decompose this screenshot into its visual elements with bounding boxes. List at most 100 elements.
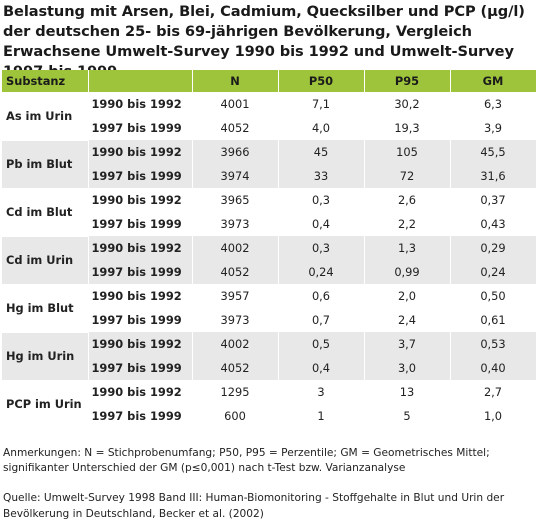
p50-cell: 0,6 — [278, 284, 365, 308]
period-cell: 1990 bis 1992 — [87, 92, 193, 116]
gm-cell: 2,7 — [450, 380, 537, 404]
table-row: 1997 bis 1999 3973 0,7 2,4 0,61 — [2, 308, 537, 332]
p95-cell: 72 — [364, 164, 451, 188]
p95-cell: 2,0 — [364, 284, 451, 308]
p50-cell: 1 — [278, 404, 365, 428]
n-cell: 1295 — [192, 380, 279, 404]
gm-cell: 6,3 — [450, 92, 537, 116]
source-note: Quelle: Umwelt-Survey 1998 Band III: Hum… — [3, 492, 505, 520]
period-cell: 1997 bis 1999 — [87, 356, 193, 380]
n-cell: 4002 — [192, 332, 279, 356]
header-p95: P95 — [364, 70, 451, 92]
table-row: 1997 bis 1999 4052 4,0 19,3 3,9 — [2, 116, 537, 140]
header-n: N — [192, 70, 279, 92]
gm-cell: 1,0 — [450, 404, 537, 428]
table-row: 1997 bis 1999 4052 0,24 0,99 0,24 — [2, 260, 537, 284]
gm-cell: 0,43 — [450, 212, 537, 236]
gm-cell: 0,24 — [450, 260, 537, 284]
n-cell: 4002 — [192, 236, 279, 260]
p50-cell: 45 — [278, 140, 365, 164]
table-row: Hg im Urin 1990 bis 1992 4002 0,5 3,7 0,53 — [2, 332, 537, 381]
p95-cell: 3,7 — [364, 332, 451, 356]
period-cell: 1997 bis 1999 — [87, 116, 193, 140]
table-row: 1997 bis 1999 3973 0,4 2,2 0,43 — [2, 212, 537, 236]
substance-cell: PCP im Urin — [2, 380, 89, 429]
period-cell: 1997 bis 1999 — [87, 308, 193, 332]
n-cell: 4001 — [192, 92, 279, 116]
table-row: As im Urin 1990 bis 1992 4001 7,1 30,2 6,3 — [2, 92, 537, 141]
n-cell: 3973 — [192, 212, 279, 236]
p50-cell: 0,5 — [278, 332, 365, 356]
table-row: Pb im Blut 1990 bis 1992 3966 45 105 45,5 — [2, 140, 537, 189]
period-cell: 1997 bis 1999 — [87, 212, 193, 236]
p50-cell: 0,24 — [278, 260, 365, 284]
n-cell: 3973 — [192, 308, 279, 332]
period-cell: 1997 bis 1999 — [87, 164, 193, 188]
p50-cell: 0,7 — [278, 308, 365, 332]
p95-cell: 30,2 — [364, 92, 451, 116]
header-p50: P50 — [278, 70, 365, 92]
header-row: Substanz N P50 P95 GM — [2, 70, 537, 92]
substance-cell: Hg im Urin — [2, 332, 89, 381]
p50-cell: 0,4 — [278, 212, 365, 236]
gm-cell: 31,6 — [450, 164, 537, 188]
substance-cell: Hg im Blut — [2, 284, 89, 333]
header-substanz: Substanz — [2, 70, 89, 92]
gm-cell: 0,61 — [450, 308, 537, 332]
n-cell: 4052 — [192, 260, 279, 284]
p50-cell: 0,3 — [278, 188, 365, 212]
period-cell: 1990 bis 1992 — [87, 380, 193, 404]
table-body: As im Urin 1990 bis 1992 4001 7,1 30,2 6,3 199… — [2, 92, 537, 429]
header-period — [88, 70, 193, 92]
substance-cell: Cd im Urin — [2, 236, 89, 285]
gm-cell: 0,37 — [450, 188, 537, 212]
table-row: Hg im Blut 1990 bis 1992 3957 0,6 2,0 0,50 — [2, 284, 537, 333]
substance-cell: Pb im Blut — [2, 140, 89, 189]
table-row: 1997 bis 1999 600 1 5 1,0 — [2, 404, 537, 428]
period-cell: 1997 bis 1999 — [87, 404, 193, 428]
header-gm: GM — [450, 70, 537, 92]
table-row: 1997 bis 1999 3974 33 72 31,6 — [2, 164, 537, 188]
p95-cell: 3,0 — [364, 356, 451, 380]
substance-cell: Cd im Blut — [2, 188, 89, 237]
n-cell: 3966 — [192, 140, 279, 164]
p50-cell: 3 — [278, 380, 365, 404]
p95-cell: 0,99 — [364, 260, 451, 284]
p95-cell: 19,3 — [364, 116, 451, 140]
table-row: 1997 bis 1999 4052 0,4 3,0 0,40 — [2, 356, 537, 380]
table-row: Cd im Blut 1990 bis 1992 3965 0,3 2,6 0,37 — [2, 188, 537, 237]
p50-cell: 4,0 — [278, 116, 365, 140]
table-row: Cd im Urin 1990 bis 1992 4002 0,3 1,3 0,29 — [2, 236, 537, 285]
p95-cell: 1,3 — [364, 236, 451, 260]
n-cell: 3965 — [192, 188, 279, 212]
p95-cell: 2,6 — [364, 188, 451, 212]
p95-cell: 2,2 — [364, 212, 451, 236]
p50-cell: 0,3 — [278, 236, 365, 260]
p95-cell: 2,4 — [364, 308, 451, 332]
period-cell: 1997 bis 1999 — [87, 260, 193, 284]
notes: Anmerkungen: N = Stichprobenumfang; P50,… — [3, 447, 490, 474]
gm-cell: 0,53 — [450, 332, 537, 356]
gm-cell: 0,29 — [450, 236, 537, 260]
p95-cell: 105 — [364, 140, 451, 164]
period-cell: 1990 bis 1992 — [87, 332, 193, 356]
period-cell: 1990 bis 1992 — [87, 188, 193, 212]
n-cell: 3957 — [192, 284, 279, 308]
p50-cell: 7,1 — [278, 92, 365, 116]
n-cell: 4052 — [192, 116, 279, 140]
gm-cell: 0,40 — [450, 356, 537, 380]
table-row: PCP im Urin 1990 bis 1992 1295 3 13 2,7 — [2, 380, 537, 429]
period-cell: 1990 bis 1992 — [87, 284, 193, 308]
gm-cell: 45,5 — [450, 140, 537, 164]
p50-cell: 33 — [278, 164, 365, 188]
p95-cell: 13 — [364, 380, 451, 404]
period-cell: 1990 bis 1992 — [87, 236, 193, 260]
data-table: Substanz N P50 P95 GM As im Urin 1990 bis… — [2, 70, 537, 429]
gm-cell: 0,50 — [450, 284, 537, 308]
p50-cell: 0,4 — [278, 356, 365, 380]
gm-cell: 3,9 — [450, 116, 537, 140]
substance-cell: As im Urin — [2, 92, 89, 141]
n-cell: 4052 — [192, 356, 279, 380]
period-cell: 1990 bis 1992 — [87, 140, 193, 164]
n-cell: 600 — [192, 404, 279, 428]
